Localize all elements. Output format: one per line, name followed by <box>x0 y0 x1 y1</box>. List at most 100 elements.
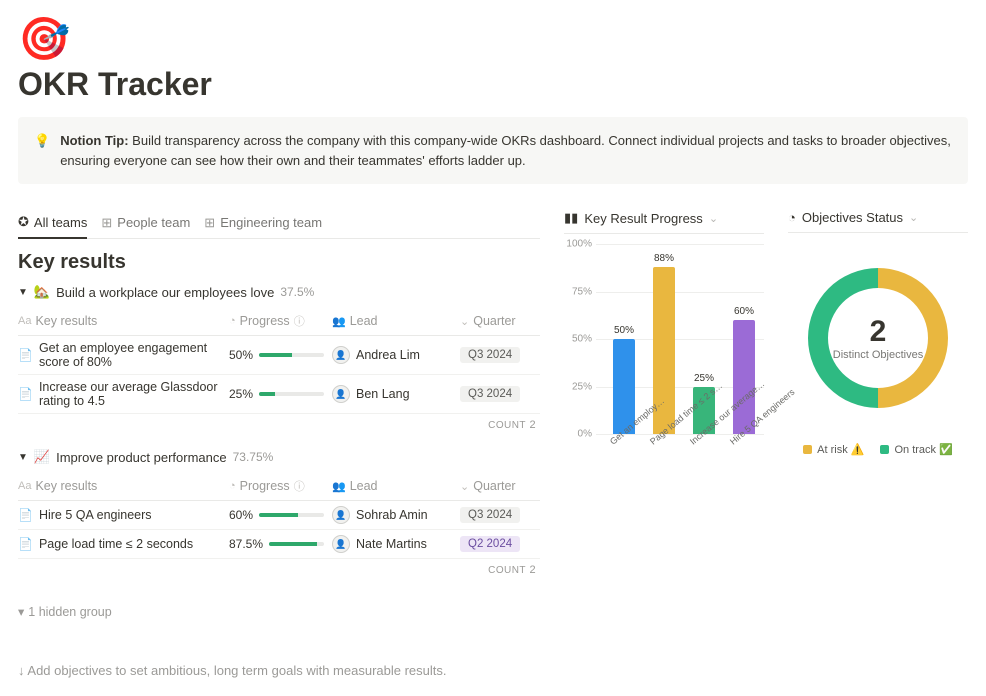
table-row[interactable]: 📄 Hire 5 QA engineers 60% 👤 Sohrab Amin Q… <box>18 501 540 530</box>
count-label: COUNT <box>488 565 526 576</box>
info-icon: ⓘ <box>294 313 305 329</box>
col-quarter: Quarter <box>473 314 515 328</box>
bar-chart-header[interactable]: ▮▮ Key Result Progress ⌄ <box>564 210 764 234</box>
bar-chart: 0%25%50%75%100% 50% 88% 25% 60% Get an e… <box>564 244 764 474</box>
text-icon: Aa <box>18 315 31 327</box>
group-header[interactable]: ▼ 🏡 Build a workplace our employees love… <box>18 284 540 300</box>
legend-label: At risk ⚠️ <box>817 443 864 456</box>
info-icon: ⓘ <box>294 478 305 494</box>
hidden-group-toggle[interactable]: ▾ 1 hidden group <box>18 604 112 619</box>
tab-all-teams[interactable]: ✪ All teams <box>18 210 87 239</box>
people-icon: 👥 <box>332 480 346 493</box>
tip-callout: 💡 Notion Tip: Build transparency across … <box>18 117 968 184</box>
lead-cell: 👤 Sohrab Amin <box>332 506 452 524</box>
progress-cell: 87.5% <box>229 537 324 551</box>
bar-value: 50% <box>614 325 634 336</box>
y-axis-label: 25% <box>564 381 592 392</box>
toggle-caret-icon: ▼ <box>18 452 28 463</box>
page-title: OKR Tracker <box>18 66 968 103</box>
doc-icon: 📄 <box>18 348 33 362</box>
bulb-icon: 💡 <box>34 131 50 170</box>
col-quarter: Quarter <box>473 479 515 493</box>
target-icon: ✪ <box>18 214 29 230</box>
clock-icon: ◔ <box>788 210 796 225</box>
bar-value: 25% <box>694 373 714 384</box>
group-emoji: 📈 <box>34 449 50 465</box>
avatar: 👤 <box>332 346 350 364</box>
lead-cell: 👤 Ben Lang <box>332 385 452 403</box>
avatar: 👤 <box>332 535 350 553</box>
col-progress: Progress <box>240 314 290 328</box>
legend-item: At risk ⚠️ <box>803 443 864 456</box>
col-progress: Progress <box>240 479 290 493</box>
kr-title: Hire 5 QA engineers <box>39 508 152 522</box>
avatar: 👤 <box>332 385 350 403</box>
table-row[interactable]: 📄 Get an employee engagement score of 80%… <box>18 336 540 375</box>
tab-engineering-team[interactable]: ⊞ Engineering team <box>204 210 322 238</box>
group-header[interactable]: ▼ 📈 Improve product performance 73.75% <box>18 449 540 465</box>
kr-title: Page load time ≤ 2 seconds <box>39 537 193 551</box>
tip-label: Notion Tip: <box>60 133 128 148</box>
count-value: 2 <box>529 564 536 576</box>
quarter-chip: Q3 2024 <box>460 386 520 402</box>
table-icon: ⊞ <box>101 215 112 231</box>
bar-value: 88% <box>654 253 674 264</box>
y-axis-label: 100% <box>564 239 592 250</box>
y-axis-label: 0% <box>564 429 592 440</box>
tab-label: People team <box>117 215 190 230</box>
hidden-group-label: 1 hidden group <box>28 605 111 619</box>
page-icon: 🎯 <box>18 18 968 60</box>
legend-item: On track ✅ <box>880 443 952 456</box>
col-lead: Lead <box>350 479 378 493</box>
doc-icon: 📄 <box>18 537 33 551</box>
doc-icon: 📄 <box>18 508 33 522</box>
group-title: Build a workplace our employees love <box>56 285 274 300</box>
tab-label: All teams <box>34 215 87 230</box>
donut-label: Distinct Objectives <box>833 349 923 361</box>
quarter-chip: Q3 2024 <box>460 347 520 363</box>
kr-title: Get an employee engagement score of 80% <box>39 341 221 369</box>
okr-group: ▼ 🏡 Build a workplace our employees love… <box>18 284 540 431</box>
tab-label: Engineering team <box>220 215 322 230</box>
table-header: Aa Key results ◔ Progress ⓘ 👥 Lead ⌄ Qua… <box>18 308 540 336</box>
footer-hint: ↓ Add objectives to set ambitious, long … <box>18 663 540 678</box>
progress-label: 25% <box>229 387 253 401</box>
select-icon: ⌄ <box>460 315 469 328</box>
progress-cell: 60% <box>229 508 324 522</box>
people-icon: 👥 <box>332 315 346 328</box>
chart-bar[interactable] <box>733 320 755 434</box>
legend-swatch <box>803 445 812 454</box>
lead-cell: 👤 Nate Martins <box>332 535 452 553</box>
group-title: Improve product performance <box>56 450 227 465</box>
view-tabs: ✪ All teams ⊞ People team ⊞ Engineering … <box>18 210 540 239</box>
progress-icon: ◔ <box>229 315 236 327</box>
y-axis-label: 75% <box>564 286 592 297</box>
progress-label: 50% <box>229 348 253 362</box>
tip-text: Build transparency across the company wi… <box>60 133 951 168</box>
bar-value: 60% <box>734 306 754 317</box>
table-row[interactable]: 📄 Page load time ≤ 2 seconds 87.5% 👤 Nate… <box>18 530 540 559</box>
col-kr: Key results <box>35 314 97 328</box>
group-percent: 73.75% <box>233 450 274 464</box>
table-header: Aa Key results ◔ Progress ⓘ 👥 Lead ⌄ Qua… <box>18 473 540 501</box>
count-value: 2 <box>529 419 536 431</box>
quarter-chip: Q3 2024 <box>460 507 520 523</box>
tab-people-team[interactable]: ⊞ People team <box>101 210 190 238</box>
okr-group: ▼ 📈 Improve product performance 73.75% A… <box>18 449 540 576</box>
donut-legend: At risk ⚠️ On track ✅ <box>803 443 953 456</box>
chevron-down-icon: ▾ <box>18 604 24 619</box>
progress-label: 60% <box>229 508 253 522</box>
donut-chart: 2 Distinct Objectives <box>803 263 953 413</box>
legend-swatch <box>880 445 889 454</box>
chart-bar-icon: ▮▮ <box>564 210 578 226</box>
progress-cell: 50% <box>229 348 324 362</box>
donut-title: Objectives Status <box>802 210 903 225</box>
section-title: Key results <box>18 251 540 274</box>
bar-chart-title: Key Result Progress <box>584 211 703 226</box>
lead-cell: 👤 Andrea Lim <box>332 346 452 364</box>
legend-label: On track ✅ <box>894 443 952 456</box>
kr-title: Increase our average Glassdoor rating to… <box>39 380 221 408</box>
progress-label: 87.5% <box>229 537 263 551</box>
donut-header[interactable]: ◔ Objectives Status ⌄ <box>788 210 968 233</box>
table-row[interactable]: 📄Increase our average Glassdoor rating t… <box>18 375 540 414</box>
